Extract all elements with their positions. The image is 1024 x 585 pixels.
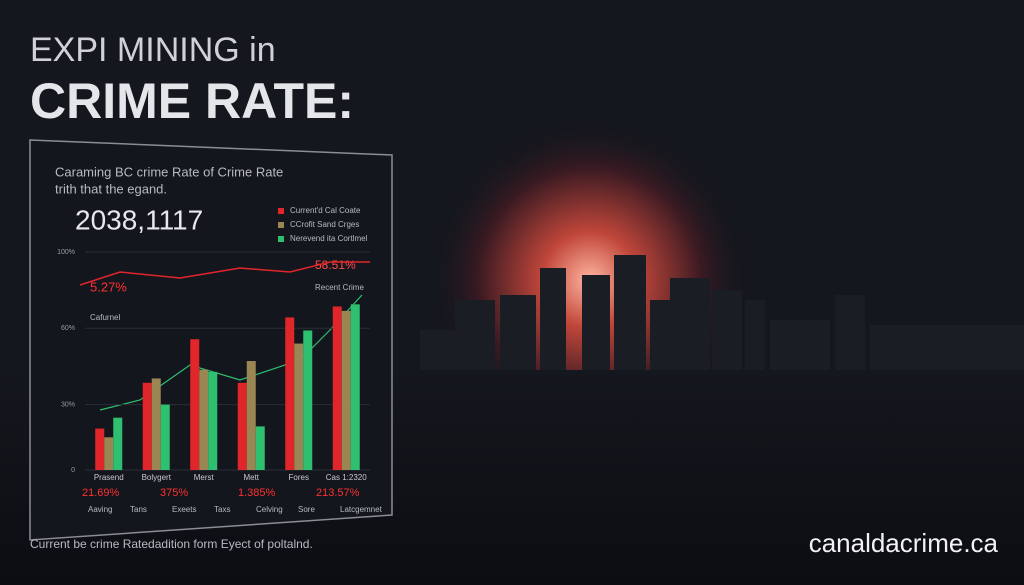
y-tick-label: 60% [61, 325, 75, 332]
bar [332, 306, 342, 470]
bottom-label: Sore [298, 505, 315, 514]
bar [190, 339, 200, 470]
x-tick-label: Merst [194, 473, 215, 482]
y-tick-label: 30% [61, 401, 75, 408]
bottom-label: Latcgemnet [340, 505, 383, 514]
bottom-label: Celving [256, 505, 283, 514]
bar [237, 382, 247, 470]
bottom-value: 21.69% [82, 487, 120, 499]
big-number: 2038,1117 [75, 204, 203, 235]
legend-swatch [278, 208, 284, 214]
headline-1: EXPI MINING in [30, 31, 276, 69]
trend-line [99, 294, 363, 411]
x-tick-label: Bolygert [142, 473, 172, 482]
skyline [420, 255, 1024, 390]
y-tick-label: 0 [71, 467, 75, 474]
bar [255, 426, 265, 470]
legend-swatch [278, 222, 284, 228]
bar [294, 343, 304, 470]
x-tick-label: Mett [243, 473, 259, 482]
bottom-value: 1.385% [238, 487, 276, 499]
bottom-value: 375% [160, 487, 188, 499]
y-tick-label: 100% [57, 249, 75, 256]
bottom-label: Tans [130, 505, 147, 514]
bar [341, 310, 351, 470]
legend-label: CCrofit Sand Crges [290, 220, 359, 229]
legend-label: Nerevend ita Cortlmel [290, 234, 368, 243]
bottom-label: Aaving [88, 505, 112, 514]
bottom-label: Taxs [214, 505, 230, 514]
bar [160, 404, 170, 470]
bar [285, 317, 295, 470]
bar [142, 382, 152, 470]
bar [199, 369, 209, 470]
bar [95, 428, 105, 470]
bottom-label: Exeets [172, 505, 196, 514]
panel-subtitle: trith that the egand. [55, 181, 167, 196]
bar [104, 437, 114, 470]
legend-swatch [278, 236, 284, 242]
x-tick-label: Cas 1:2320 [326, 473, 367, 482]
trend-line [79, 261, 370, 286]
bar [246, 361, 256, 470]
bar [113, 417, 123, 470]
brand: canaldacrime.ca [809, 528, 999, 558]
bottom-value: 213.57% [316, 487, 360, 499]
annotation: Recent Crime [315, 283, 364, 292]
legend-label: Current'd Cal Coate [290, 206, 361, 215]
footer: Current be crime Ratedadition form Eyect… [30, 537, 313, 551]
annotation: 5.27% [90, 279, 127, 294]
bar [350, 304, 360, 470]
bar [151, 378, 161, 470]
x-tick-label: Fores [289, 473, 309, 482]
x-tick-label: Prasend [94, 473, 124, 482]
bar [208, 371, 218, 470]
headline-2: CRIME RATE: [30, 73, 354, 129]
annotation: Cafurnel [90, 313, 120, 322]
annotation: 58.51% [315, 258, 356, 272]
panel-title: Caraming BC crime Rate of Crime Rate [55, 164, 283, 179]
bar [303, 330, 313, 470]
